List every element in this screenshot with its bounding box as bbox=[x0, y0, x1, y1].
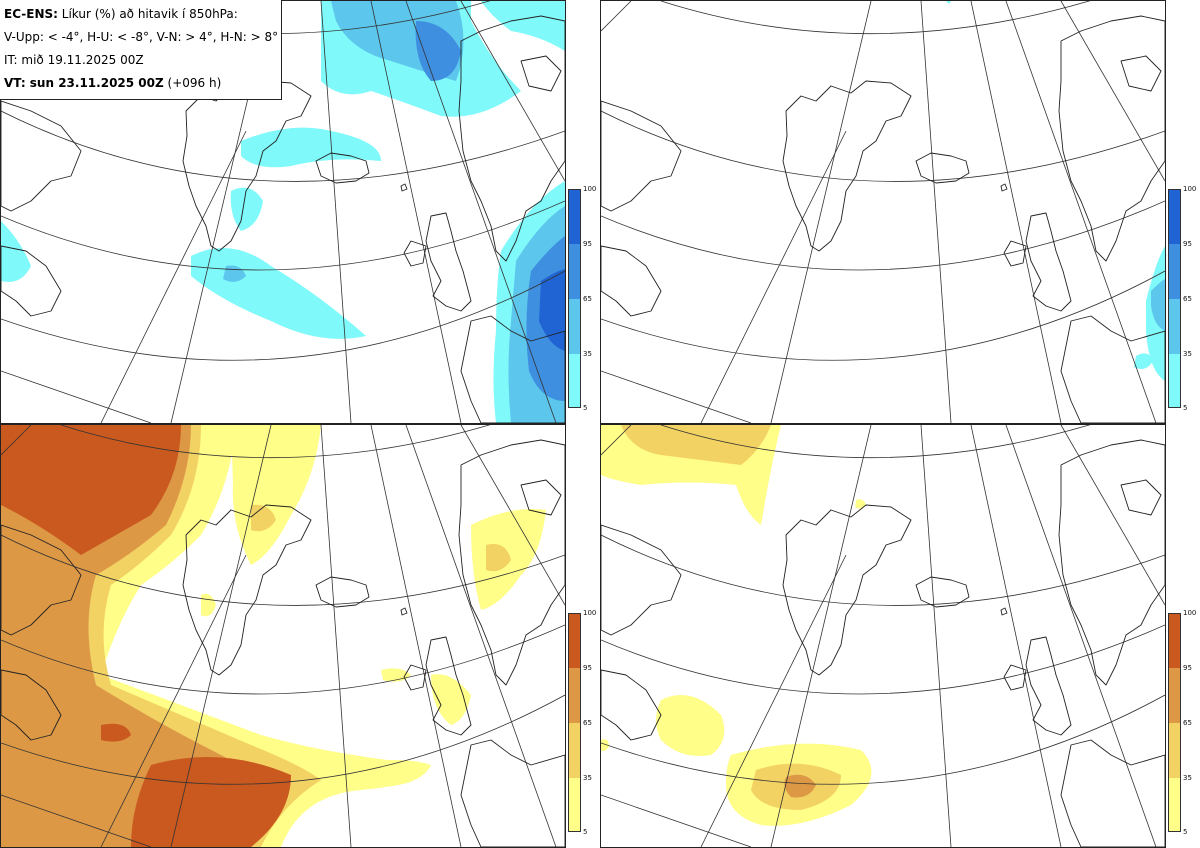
model-label: EC-ENS: bbox=[4, 7, 58, 21]
colorbar-cold: 100 95 65 35 5 bbox=[1168, 185, 1198, 412]
colorbar-tick: 35 bbox=[583, 350, 592, 358]
colorbar-tick: 65 bbox=[583, 295, 592, 303]
map-panel-cold-8 bbox=[600, 0, 1166, 424]
map-panel-warm-8 bbox=[600, 424, 1166, 848]
init-time: IT: mið 19.11.2025 00Z bbox=[4, 53, 144, 67]
map-svg bbox=[601, 425, 1165, 847]
colorbar-cold: 100 95 65 35 5 bbox=[568, 185, 598, 412]
colorbar-tick: 5 bbox=[1183, 404, 1188, 412]
colorbar-tick: 65 bbox=[1183, 719, 1192, 727]
map-panel-warm-4 bbox=[0, 424, 566, 848]
colorbar-tick: 95 bbox=[583, 664, 592, 672]
probability-shading bbox=[601, 425, 872, 826]
map-svg bbox=[601, 1, 1165, 423]
colorbar-tick: 35 bbox=[1183, 774, 1192, 782]
probability-shading bbox=[946, 1, 1165, 381]
colorbar-tick: 65 bbox=[583, 719, 592, 727]
colorbar-warm: 100 95 65 35 5 bbox=[568, 609, 598, 836]
colorbar-tick: 95 bbox=[1183, 240, 1192, 248]
colorbar-warm: 100 95 65 35 5 bbox=[1168, 609, 1198, 836]
colorbar-tick: 100 bbox=[1183, 609, 1197, 617]
probability-shading bbox=[1, 425, 546, 847]
probability-shading bbox=[1, 1, 565, 423]
colorbar-tick: 5 bbox=[583, 404, 588, 412]
colorbar-tick: 95 bbox=[583, 240, 592, 248]
colorbar-tick: 95 bbox=[1183, 664, 1192, 672]
product-title: Líkur (%) að hitavik í 850hPa: bbox=[61, 7, 238, 21]
lead-time: (+096 h) bbox=[167, 76, 222, 90]
colorbar-tick: 65 bbox=[1183, 295, 1192, 303]
colorbar-tick: 35 bbox=[1183, 350, 1192, 358]
colorbar-tick: 35 bbox=[583, 774, 592, 782]
colorbar-tick: 5 bbox=[1183, 828, 1188, 836]
colorbar-tick: 100 bbox=[1183, 185, 1197, 193]
title-box: EC-ENS: Líkur (%) að hitavik í 850hPa: V… bbox=[0, 0, 282, 100]
valid-time: VT: sun 23.11.2025 00Z bbox=[4, 76, 164, 90]
map-svg bbox=[1, 425, 565, 847]
title-line: EC-ENS: Líkur (%) að hitavik í 850hPa: bbox=[4, 3, 277, 26]
map-svg bbox=[1, 1, 565, 423]
thresholds-line: V-Upp: < -4°, H-U: < -8°, V-N: > 4°, H-N… bbox=[4, 30, 279, 44]
map-panel-cold-4 bbox=[0, 0, 566, 424]
colorbar-tick: 5 bbox=[583, 828, 588, 836]
valid-time-line: VT: sun 23.11.2025 00Z (+096 h) bbox=[4, 72, 277, 95]
colorbar-tick: 100 bbox=[583, 609, 597, 617]
colorbar-tick: 100 bbox=[583, 185, 597, 193]
